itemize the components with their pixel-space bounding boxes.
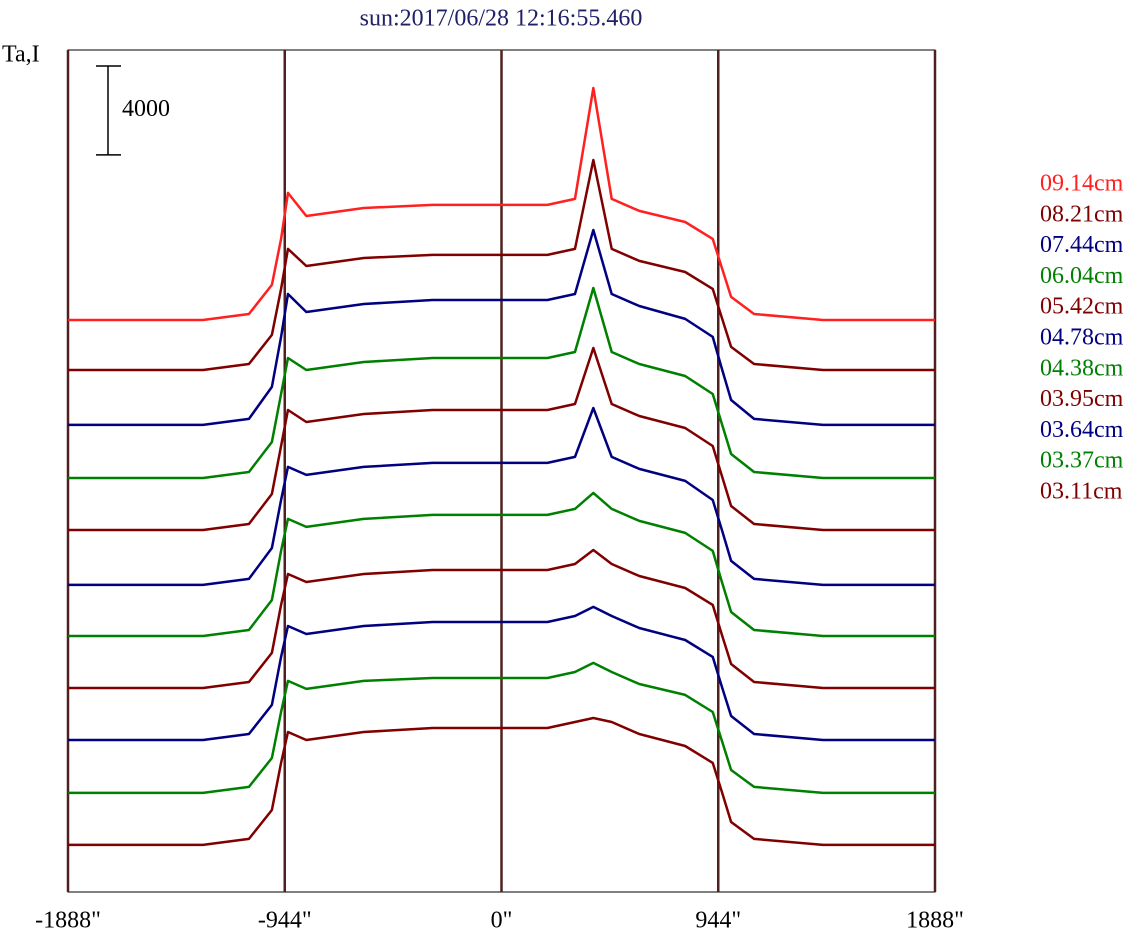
profile-line (68, 406, 935, 587)
chart-title: sun:2017/06/28 12:16:55.460 (360, 6, 643, 32)
legend-entry: 03.64cm (1040, 417, 1124, 443)
profile-line (68, 346, 935, 532)
legend-entry: 04.38cm (1040, 355, 1124, 381)
profile-line (68, 548, 935, 690)
legend-entry: 03.37cm (1040, 448, 1124, 474)
legend-entry: 03.95cm (1040, 386, 1124, 412)
profile-line (68, 605, 935, 742)
x-tick-label: 1888" (906, 908, 964, 934)
legend-entry: 07.44cm (1040, 232, 1124, 258)
x-tick-label: -1888" (35, 908, 101, 934)
y-axis-label: Ta,I (2, 42, 40, 68)
x-tick-label: -944" (258, 908, 312, 934)
x-tick-label: 0" (491, 908, 513, 934)
profile-line (68, 86, 935, 322)
legend-entry: 05.42cm (1040, 294, 1124, 320)
legend-entry: 08.21cm (1040, 201, 1124, 227)
profile-line (68, 491, 935, 638)
x-tick-label: 944" (695, 908, 741, 934)
legend-entry: 06.04cm (1040, 263, 1124, 289)
legend-entry: 09.14cm (1040, 171, 1124, 197)
profile-line (68, 228, 935, 427)
legend-entry: 03.11cm (1040, 479, 1123, 505)
legend-entry: 04.78cm (1040, 325, 1124, 351)
profile-line (68, 286, 935, 480)
profile-line (68, 661, 935, 795)
scale-bar-label: 4000 (122, 96, 170, 122)
profile-line (68, 158, 935, 372)
profile-line (68, 716, 935, 847)
